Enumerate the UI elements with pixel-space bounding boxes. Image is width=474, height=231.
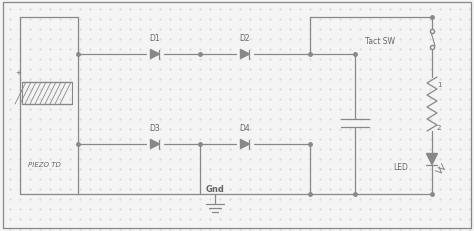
Polygon shape — [151, 140, 159, 149]
Text: D3: D3 — [150, 123, 160, 132]
Text: 1: 1 — [437, 82, 441, 88]
Text: 2: 2 — [437, 125, 441, 131]
Polygon shape — [427, 154, 438, 165]
Text: D4: D4 — [240, 123, 250, 132]
Text: Tact SW: Tact SW — [365, 37, 395, 46]
Polygon shape — [240, 140, 249, 149]
Text: Gnd: Gnd — [206, 184, 224, 193]
Text: D1: D1 — [150, 34, 160, 43]
Polygon shape — [240, 50, 249, 59]
Bar — [22, 83, 72, 105]
Text: LED: LED — [393, 163, 408, 172]
Polygon shape — [151, 50, 159, 59]
Text: PIEZO TD: PIEZO TD — [28, 161, 61, 167]
Text: D2: D2 — [240, 34, 250, 43]
Text: +: + — [15, 70, 21, 76]
